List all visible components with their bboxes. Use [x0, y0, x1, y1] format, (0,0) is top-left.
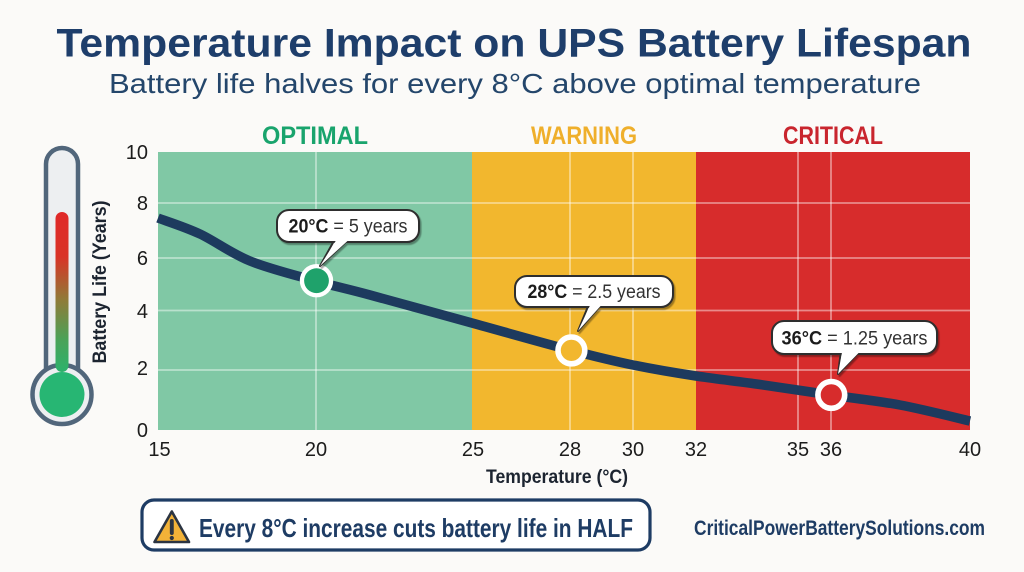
svg-text:20: 20: [305, 439, 327, 461]
svg-text:25: 25: [462, 439, 484, 461]
svg-text:35: 35: [787, 439, 809, 461]
svg-text:40: 40: [959, 439, 981, 461]
svg-text:Battery life halves for every: Battery life halves for every 8°C above …: [109, 68, 921, 99]
svg-text:WARNING: WARNING: [531, 122, 637, 150]
svg-text:0: 0: [137, 420, 148, 442]
svg-text:CriticalPowerBatterySolutions.: CriticalPowerBatterySolutions.com: [694, 517, 985, 540]
svg-text:36: 36: [820, 439, 842, 461]
svg-text:15: 15: [148, 439, 170, 461]
svg-text:Every 8°C increase cuts batter: Every 8°C increase cuts battery life in …: [199, 513, 633, 543]
svg-text:32: 32: [685, 439, 707, 461]
svg-text:2: 2: [137, 358, 148, 380]
svg-text:Temperature Impact on UPS Batt: Temperature Impact on UPS Battery Lifesp…: [57, 22, 972, 66]
svg-text:4: 4: [137, 301, 148, 323]
svg-text:10: 10: [126, 142, 148, 164]
svg-text:Temperature (°C): Temperature (°C): [486, 467, 628, 488]
svg-text:CRITICAL: CRITICAL: [783, 122, 883, 150]
svg-text:28°C = 2.5 years: 28°C = 2.5 years: [528, 282, 661, 303]
svg-text:Battery Life (Years): Battery Life (Years): [90, 201, 111, 364]
svg-text:28: 28: [559, 439, 581, 461]
svg-text:6: 6: [137, 248, 148, 270]
svg-text:30: 30: [622, 439, 644, 461]
svg-text:OPTIMAL: OPTIMAL: [262, 122, 368, 150]
svg-text:20°C = 5 years: 20°C = 5 years: [289, 217, 408, 238]
svg-text:36°C = 1.25 years: 36°C = 1.25 years: [782, 329, 928, 350]
svg-text:8: 8: [137, 193, 148, 215]
